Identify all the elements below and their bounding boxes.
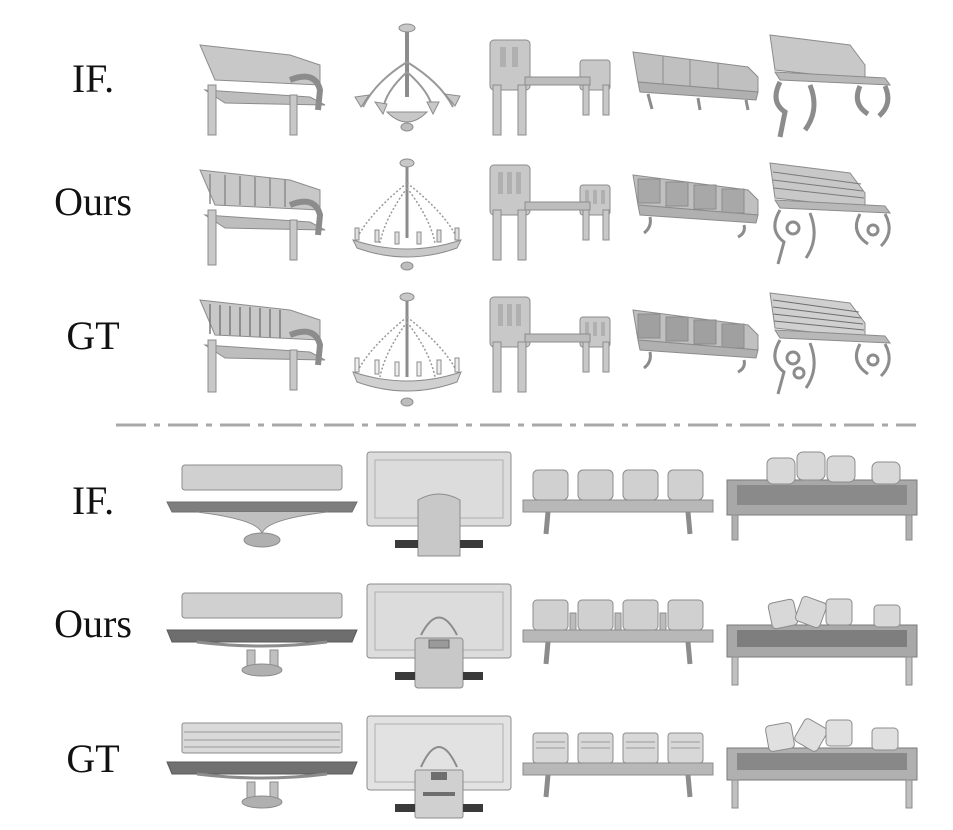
render-gt-monitor — [363, 712, 515, 824]
render-gt-seating-cushion — [628, 300, 763, 380]
render-if-sofa — [722, 450, 922, 545]
render-if-bench-curved — [190, 35, 330, 140]
render-if-seating-chairs — [518, 465, 718, 540]
render-ours-seating-chairs — [518, 595, 718, 670]
render-if-bench-slat — [485, 35, 620, 140]
render-ours-bench-slat — [485, 160, 620, 265]
render-gt-bench-curved — [190, 292, 330, 397]
row-label-ours-top: Ours — [54, 179, 132, 224]
render-ours-seating-cushion — [628, 165, 763, 245]
row-label-gt-top: GT — [66, 313, 120, 358]
row-label-gt-bottom: GT — [66, 736, 120, 781]
row-label-ours-bottom: Ours — [54, 601, 132, 646]
render-gt-bench-ornate — [765, 288, 895, 400]
row-label-if-top: IF. — [71, 56, 115, 101]
render-if-bench-flat — [162, 460, 362, 555]
render-ours-chandelier — [345, 158, 470, 276]
render-if-bench-ornate — [765, 30, 895, 142]
render-gt-bench-flat — [162, 720, 362, 815]
render-ours-monitor — [363, 580, 515, 692]
render-if-monitor — [363, 448, 515, 560]
render-ours-bench-ornate — [765, 158, 895, 270]
render-ours-bench-curved — [190, 160, 330, 270]
row-label-if-bottom: IF. — [71, 478, 115, 523]
render-ours-sofa — [722, 595, 922, 690]
render-if-seating-cushion — [628, 42, 763, 122]
render-ours-bench-flat — [162, 588, 362, 683]
render-gt-chandelier — [345, 292, 470, 410]
section-divider — [116, 423, 916, 427]
render-gt-bench-slat — [485, 292, 620, 397]
render-gt-seating-chairs — [518, 728, 718, 803]
render-if-chandelier — [345, 22, 470, 137]
render-gt-sofa — [722, 718, 922, 813]
